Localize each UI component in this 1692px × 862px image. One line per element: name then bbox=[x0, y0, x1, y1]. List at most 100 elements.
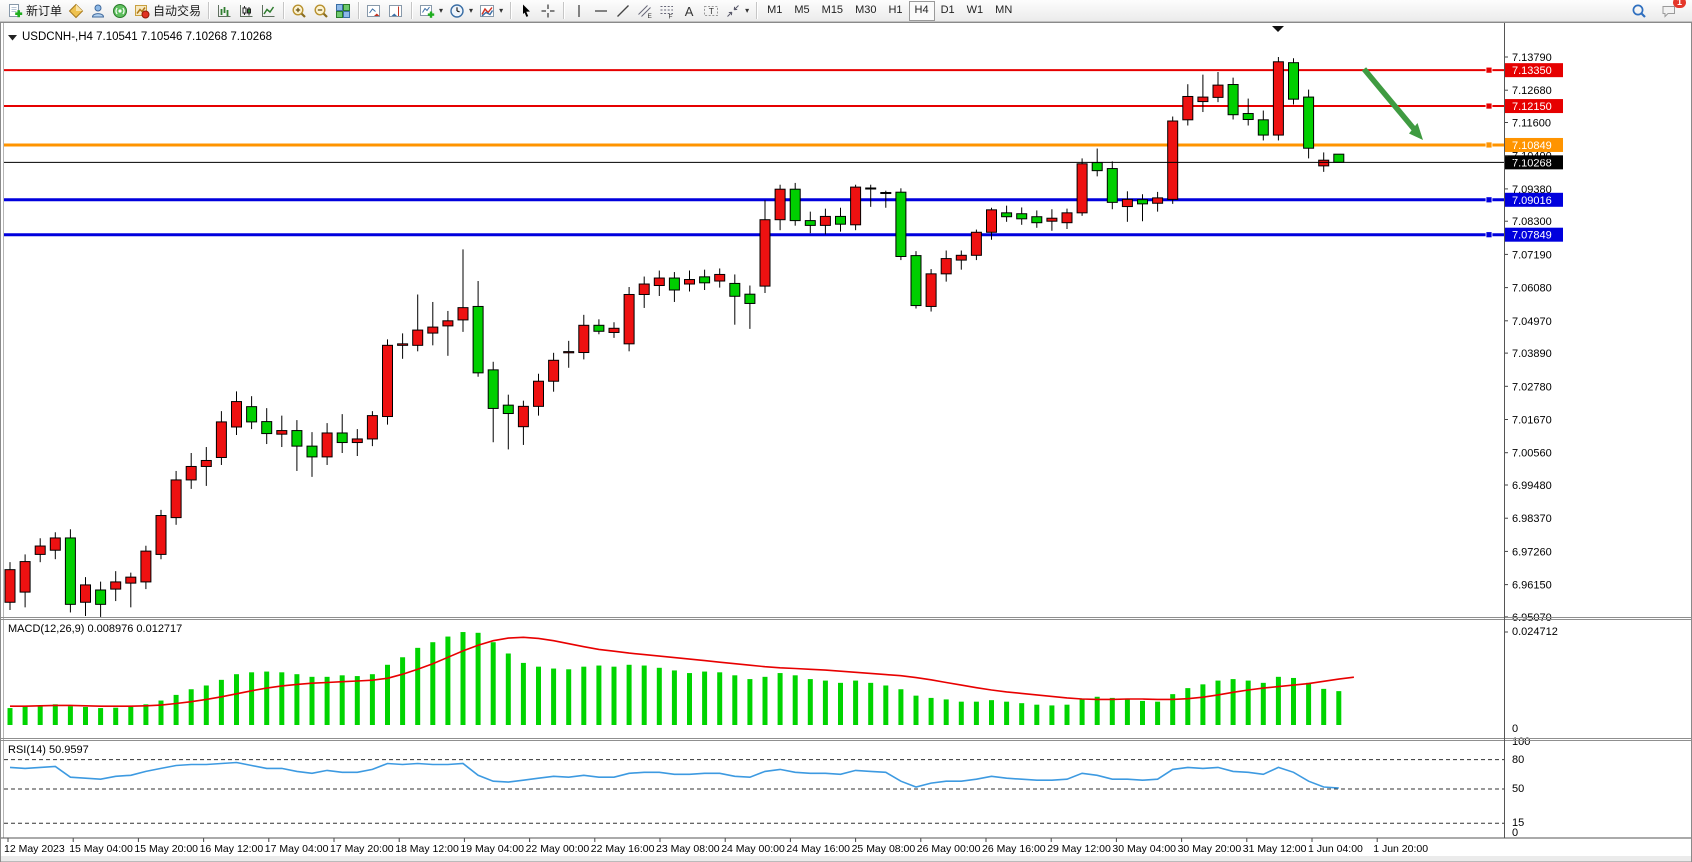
price-axis[interactable]: 7.13790 7.12680 7.11600 7.10490 7.09380 7.083… bbox=[1504, 52, 1552, 624]
macd-histogram-bar bbox=[1049, 705, 1055, 725]
hline-icon bbox=[593, 3, 609, 19]
tile-windows-button[interactable] bbox=[332, 1, 354, 21]
autotrading-button[interactable]: 自动交易 bbox=[131, 1, 204, 21]
price-level-line-7.13350[interactable]: 7.13350 bbox=[4, 63, 1563, 78]
crosshair-button[interactable] bbox=[537, 1, 559, 21]
timeframe-d1-button[interactable]: D1 bbox=[940, 3, 955, 16]
candle-body bbox=[472, 305, 484, 374]
timeframe-m5-button[interactable]: M5 bbox=[794, 3, 810, 16]
candle-body bbox=[261, 421, 273, 435]
chat-button[interactable]: 1 bbox=[1658, 0, 1686, 21]
metaeditor-button[interactable] bbox=[65, 1, 87, 21]
timeframe-m15-button[interactable]: M15 bbox=[821, 3, 844, 16]
chat-icon bbox=[1661, 3, 1677, 19]
candle bbox=[1303, 89, 1315, 159]
chevron-down-icon[interactable]: ▾ bbox=[439, 6, 444, 15]
trendline-button[interactable] bbox=[612, 1, 634, 21]
price-tick-label: 7.11600 bbox=[1512, 118, 1551, 130]
zoom-in-button[interactable] bbox=[288, 1, 310, 21]
candle-body bbox=[64, 537, 76, 605]
time-tick-label: 26 May 16:00 bbox=[982, 843, 1046, 855]
candle bbox=[321, 423, 333, 465]
timeframe-w1-button[interactable]: W1 bbox=[966, 3, 984, 16]
candle-body bbox=[1031, 216, 1043, 224]
price-tick-label: 7.08300 bbox=[1512, 216, 1552, 228]
chevron-down-icon[interactable]: ▾ bbox=[469, 6, 474, 15]
level-handle[interactable] bbox=[1485, 196, 1493, 204]
macd-histogram-bar bbox=[475, 632, 481, 725]
channel-button[interactable]: E bbox=[634, 1, 656, 21]
timeframe-m30-button[interactable]: M30 bbox=[855, 3, 877, 16]
macd-histogram-bar bbox=[641, 665, 647, 725]
candle-body bbox=[1182, 95, 1194, 121]
macd-histogram-bar bbox=[611, 666, 617, 725]
candle-chart-button[interactable] bbox=[235, 1, 257, 21]
candle-body bbox=[955, 254, 967, 261]
text-button[interactable]: A bbox=[678, 1, 700, 21]
time-tick-label: 1 Jun 20:00 bbox=[1373, 843, 1428, 855]
candle bbox=[789, 182, 801, 226]
price-level-line-7.07849[interactable]: 7.07849 bbox=[4, 227, 1563, 242]
timeframe-h4-button[interactable]: H4 bbox=[908, 0, 935, 21]
macd-histogram-bar bbox=[973, 701, 979, 725]
indicators-button[interactable]: ▾ bbox=[476, 1, 506, 21]
level-handle[interactable] bbox=[1485, 141, 1493, 149]
price-level-badge bbox=[1505, 227, 1563, 242]
candle bbox=[835, 207, 846, 232]
level-handle[interactable] bbox=[1485, 66, 1493, 74]
new-chart-button[interactable]: ▾ bbox=[416, 1, 446, 21]
candle bbox=[306, 432, 318, 477]
chevron-down-icon[interactable]: ▾ bbox=[499, 6, 504, 15]
time-tick-label: 18 May 12:00 bbox=[395, 843, 459, 855]
macd-histogram-bar bbox=[1291, 677, 1296, 725]
candle bbox=[4, 562, 16, 611]
candle-body bbox=[351, 438, 363, 444]
timeframe-h1-button[interactable]: H1 bbox=[888, 3, 903, 16]
chart-window: 7.13350 7.12150 7.10849 7.09016 7.07849 7.10… bbox=[0, 22, 1692, 862]
macd-histogram-bar bbox=[1170, 694, 1176, 725]
macd-histogram-bar bbox=[566, 669, 572, 725]
fibonacci-button[interactable]: F bbox=[656, 1, 678, 21]
macd-histogram-bar bbox=[958, 701, 964, 725]
community-button[interactable] bbox=[87, 1, 109, 21]
trend-arrow-shaft[interactable] bbox=[1361, 67, 1417, 131]
level-handle[interactable] bbox=[1485, 231, 1493, 239]
vertical-line-button[interactable] bbox=[568, 1, 590, 21]
price-level-line-7.09016[interactable]: 7.09016 bbox=[4, 192, 1563, 207]
shapes-button[interactable]: ▾ bbox=[722, 1, 752, 21]
price-level-line-7.12150[interactable]: 7.12150 bbox=[4, 99, 1563, 114]
line-chart-button[interactable] bbox=[257, 1, 279, 21]
candle-body bbox=[668, 277, 680, 291]
candle-body bbox=[563, 351, 575, 354]
time-axis[interactable]: 12 May 2023 15 May 04:00 15 May 20:00 16 Ma… bbox=[4, 838, 1428, 855]
macd-histogram-bar bbox=[400, 657, 406, 725]
auto-scroll-button[interactable] bbox=[363, 1, 385, 21]
price-level-line-7.10849[interactable]: 7.10849 bbox=[4, 137, 1563, 152]
timeframe-mn-button[interactable]: MN bbox=[995, 3, 1013, 16]
tline-icon bbox=[615, 3, 631, 19]
panel-separator-1[interactable] bbox=[1, 617, 1691, 620]
panel-separator-2[interactable] bbox=[1, 738, 1691, 741]
chart-menu-triangle-icon[interactable] bbox=[8, 35, 17, 41]
level-handle[interactable] bbox=[1485, 102, 1493, 110]
profiles-button[interactable]: ▾ bbox=[446, 1, 476, 21]
candle bbox=[623, 287, 635, 352]
quick-nav-triangle-icon[interactable] bbox=[1272, 26, 1284, 32]
new-order-button[interactable]: 新订单 bbox=[4, 1, 65, 21]
bar-chart-button[interactable] bbox=[213, 1, 235, 21]
search-button[interactable] bbox=[1628, 1, 1650, 21]
label-button[interactable]: T bbox=[700, 1, 722, 21]
candle bbox=[986, 207, 997, 240]
candle-body bbox=[714, 273, 726, 282]
macd-histogram-bar bbox=[1109, 697, 1115, 725]
horizontal-line-button[interactable] bbox=[590, 1, 612, 21]
candle-body bbox=[487, 369, 499, 409]
cursor-button[interactable] bbox=[515, 1, 537, 21]
zoom-out-button[interactable] bbox=[310, 1, 332, 21]
trend-arrow-head-icon[interactable] bbox=[1409, 123, 1423, 140]
time-tick-label: 17 May 20:00 bbox=[330, 843, 394, 855]
chart-shift-button[interactable] bbox=[385, 1, 407, 21]
signals-button[interactable] bbox=[109, 1, 131, 21]
timeframe-m1-button[interactable]: M1 bbox=[767, 3, 783, 16]
chevron-down-icon[interactable]: ▾ bbox=[745, 6, 750, 15]
